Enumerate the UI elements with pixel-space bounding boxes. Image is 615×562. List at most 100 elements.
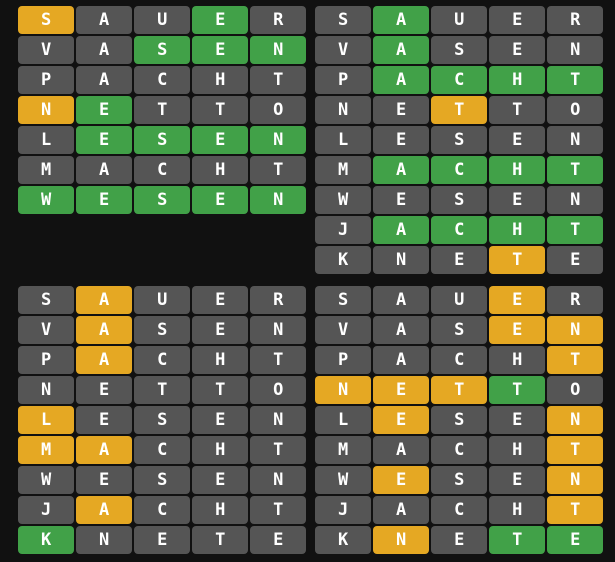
letter-tile-absent [192, 406, 248, 434]
letter-tile-absent [315, 316, 371, 344]
letter-tile-correct [76, 96, 132, 124]
letter-tile-correct [431, 156, 487, 184]
guess-word: PACHT [338, 350, 615, 370]
letter-tile-correct [192, 126, 248, 154]
letter-tile-absent [489, 6, 545, 34]
letter-tile-absent [431, 6, 487, 34]
letter-tile-absent [431, 496, 487, 524]
letter-tile-correct [431, 216, 487, 244]
letter-tile-present [76, 436, 132, 464]
letter-tile-present [489, 286, 545, 314]
guess-row: JACHT [315, 216, 603, 244]
guess-row: NETTO [315, 376, 603, 404]
letter-tile-absent [134, 406, 190, 434]
guess-row: VASEN [18, 36, 306, 64]
letter-tile-absent [431, 406, 487, 434]
letter-tile-present [547, 406, 603, 434]
guess-row: LESEN [315, 406, 603, 434]
guess-word: NETTO [41, 100, 332, 120]
letter-tile-absent [18, 286, 74, 314]
letter-tile-absent [315, 436, 371, 464]
letter-tile-present [18, 436, 74, 464]
guess-row: JACHT [315, 496, 603, 524]
guess-word: PACHT [41, 350, 332, 370]
letter-tile-absent [431, 466, 487, 494]
letter-tile-present [373, 376, 429, 404]
letter-tile-correct [250, 186, 306, 214]
letter-tile-absent [489, 186, 545, 214]
letter-tile-absent [315, 96, 371, 124]
guess-row: LESEN [315, 126, 603, 154]
letter-tile-absent [547, 96, 603, 124]
letter-tile-absent [489, 36, 545, 64]
guess-row: MACHT [315, 156, 603, 184]
letter-tile-absent [431, 36, 487, 64]
letter-tile-correct [547, 526, 603, 554]
letter-tile-present [76, 346, 132, 374]
letter-tile-correct [373, 36, 429, 64]
guess-word: WESEN [41, 470, 332, 490]
letter-tile-present [547, 316, 603, 344]
guess-word: SAUER [41, 290, 332, 310]
guess-row: WESEN [18, 186, 306, 214]
letter-tile-absent [192, 66, 248, 94]
letter-tile-absent [315, 36, 371, 64]
letter-tile-present [547, 436, 603, 464]
guess-word: MACHT [41, 440, 332, 460]
letter-tile-present [315, 376, 371, 404]
letter-tile-absent [76, 36, 132, 64]
guess-row: KNETE [18, 526, 306, 554]
letter-tile-absent [431, 286, 487, 314]
letter-tile-correct [76, 126, 132, 154]
letter-tile-absent [373, 96, 429, 124]
guess-word: MACHT [41, 160, 332, 180]
letter-tile-absent [76, 6, 132, 34]
guess-word: LESEN [338, 130, 615, 150]
letter-tile-absent [373, 286, 429, 314]
guess-row: KNETE [315, 246, 603, 274]
guess-row: MACHT [315, 436, 603, 464]
guess-word: VASEN [338, 320, 615, 340]
letter-tile-absent [192, 496, 248, 524]
letter-tile-correct [373, 6, 429, 34]
guess-word: SAUER [338, 290, 615, 310]
letter-tile-absent [134, 286, 190, 314]
letter-tile-correct [489, 216, 545, 244]
guess-row: VASEN [315, 316, 603, 344]
letter-tile-absent [250, 156, 306, 184]
letter-tile-absent [134, 466, 190, 494]
letter-tile-correct [373, 216, 429, 244]
letter-tile-absent [431, 526, 487, 554]
letter-tile-present [76, 316, 132, 344]
letter-tile-absent [76, 526, 132, 554]
letter-tile-correct [547, 66, 603, 94]
letter-tile-absent [134, 96, 190, 124]
guess-word: NETTO [41, 380, 332, 400]
guess-word: SAUER [338, 10, 615, 30]
letter-tile-correct [18, 186, 74, 214]
letter-tile-absent [373, 436, 429, 464]
letter-tile-correct [134, 186, 190, 214]
letter-tile-absent [134, 436, 190, 464]
letter-tile-absent [250, 316, 306, 344]
guess-word: JACHT [41, 500, 332, 520]
guess-word: NETTO [338, 100, 615, 120]
letter-tile-correct [250, 36, 306, 64]
letter-tile-absent [250, 66, 306, 94]
guess-row: SAUER [315, 6, 603, 34]
guess-word: WESEN [338, 190, 615, 210]
guess-word: WESEN [41, 190, 332, 210]
letter-tile-absent [192, 436, 248, 464]
guess-word: JACHT [338, 500, 615, 520]
guess-row: PACHT [18, 346, 306, 374]
guess-row: PACHT [18, 66, 306, 94]
guess-row: JACHT [18, 496, 306, 524]
guess-row: WESEN [315, 466, 603, 494]
letter-tile-absent [134, 66, 190, 94]
guess-word: LESEN [41, 410, 332, 430]
letter-tile-absent [373, 496, 429, 524]
guess-row: NETTO [18, 376, 306, 404]
guess-row: MACHT [18, 436, 306, 464]
letter-tile-absent [250, 406, 306, 434]
letter-tile-correct [192, 36, 248, 64]
